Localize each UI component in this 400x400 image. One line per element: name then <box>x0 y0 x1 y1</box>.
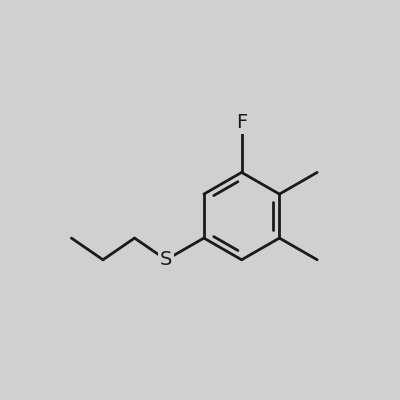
Text: F: F <box>236 112 247 132</box>
Text: S: S <box>160 250 172 269</box>
